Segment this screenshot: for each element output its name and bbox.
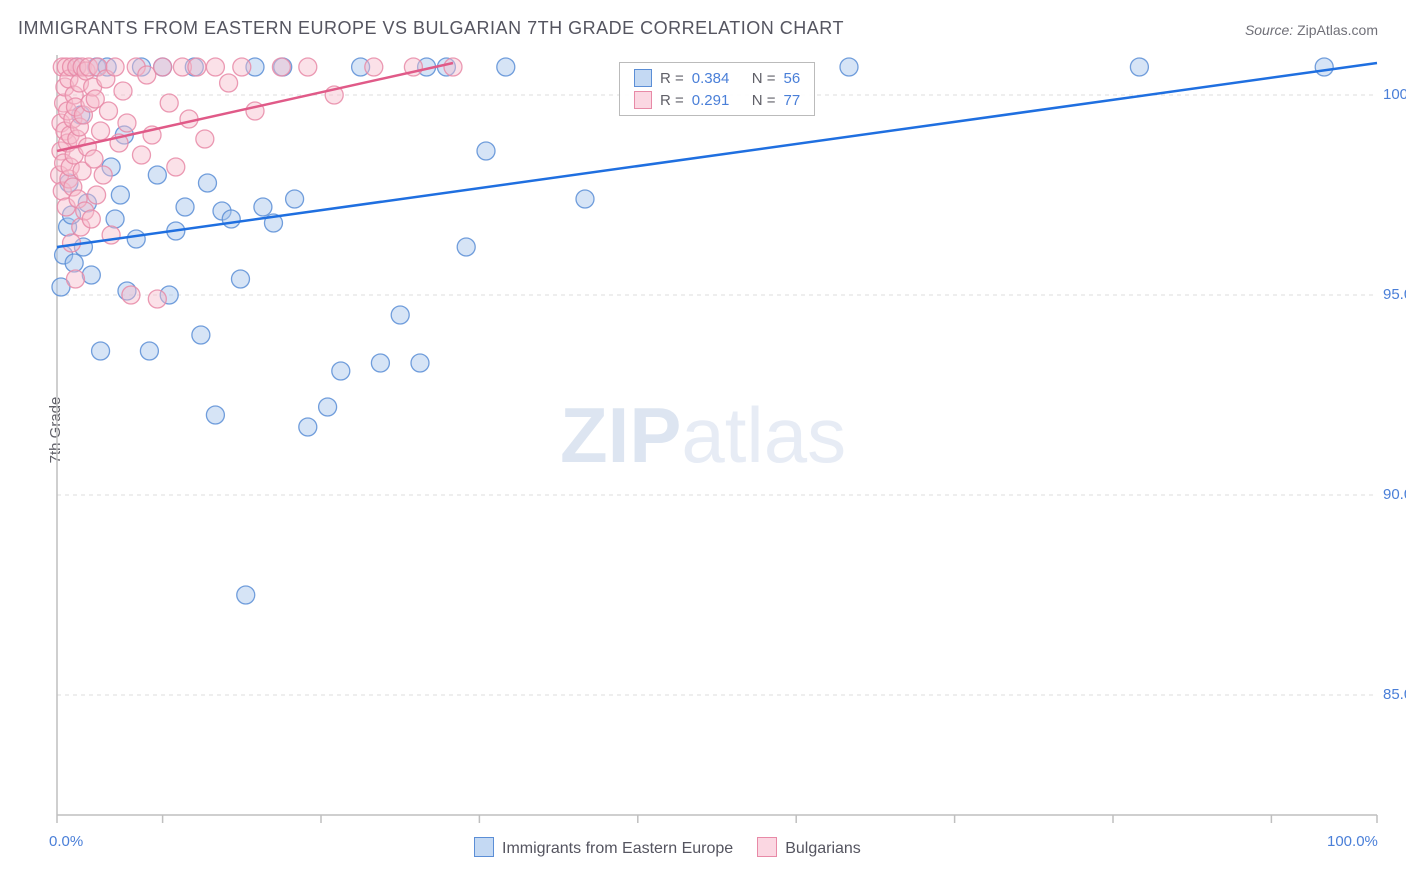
legend-n-label: N = [752,92,776,109]
x-tick-label: 100.0% [1327,833,1378,850]
legend-n-label: N = [752,70,776,87]
source-attribution: Source: ZipAtlas.com [1245,22,1378,38]
legend-correlation-row: R = 0.384 N = 56 [620,67,814,89]
plot-area: R = 0.384 N = 56 R = 0.291 N = 77 [57,55,1377,815]
y-tick-label: 95.0% [1383,286,1406,303]
legend-series-item: Bulgarians [757,837,861,858]
legend-series-name: Bulgarians [785,840,861,857]
y-tick-label: 90.0% [1383,486,1406,503]
legend-r-label: R = [660,70,684,87]
y-tick-label: 85.0% [1383,686,1406,703]
legend-swatch [757,837,777,857]
chart-title: IMMIGRANTS FROM EASTERN EUROPE VS BULGAR… [18,18,844,39]
legend-series-item: Immigrants from Eastern Europe [474,837,733,858]
x-tick-label: 0.0% [49,833,83,850]
source-label: Source: [1245,22,1293,38]
y-tick-label: 100.0% [1383,86,1406,103]
correlation-legend: R = 0.384 N = 56 R = 0.291 N = 77 [619,62,815,116]
legend-swatch [634,91,652,109]
legend-r-value: 0.291 [692,92,744,109]
scatter-plot-svg [57,55,1377,815]
legend-correlation-row: R = 0.291 N = 77 [620,89,814,111]
legend-r-value: 0.384 [692,70,744,87]
legend-n-value: 77 [784,92,801,109]
legend-r-label: R = [660,92,684,109]
legend-series-name: Immigrants from Eastern Europe [502,840,733,857]
series-legend: Immigrants from Eastern Europe Bulgarians [474,837,861,858]
legend-n-value: 56 [784,70,801,87]
source-value: ZipAtlas.com [1297,22,1378,38]
legend-swatch [634,69,652,87]
legend-swatch [474,837,494,857]
